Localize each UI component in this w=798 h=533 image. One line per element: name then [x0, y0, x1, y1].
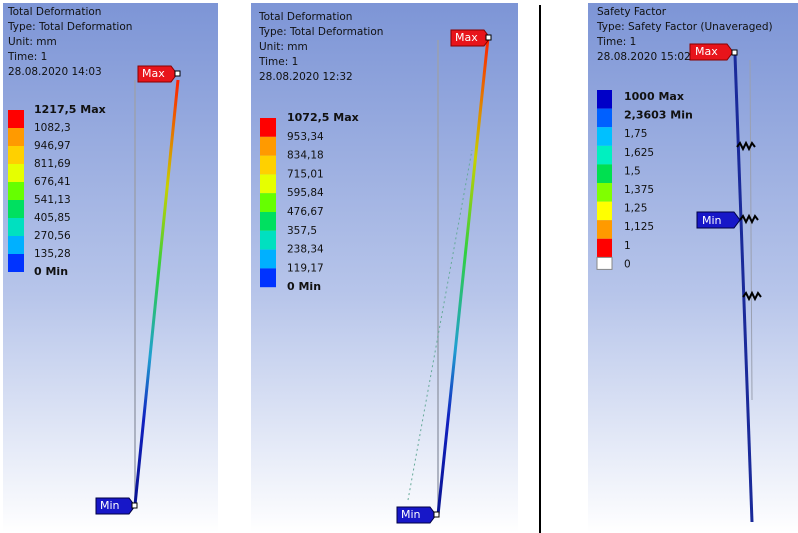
header-line: Type: Total Deformation — [258, 26, 383, 38]
legend-label: 715,01 — [287, 168, 324, 180]
legend-swatch — [260, 250, 276, 269]
legend-label: 476,67 — [287, 206, 324, 218]
legend-label: 0 Min — [34, 265, 68, 278]
legend-swatch — [8, 128, 24, 146]
legend-swatch — [597, 127, 612, 146]
legend-label: 541,13 — [34, 194, 71, 206]
legend-swatch — [597, 220, 612, 239]
legend-label: 135,28 — [34, 248, 71, 260]
legend-label: 1072,5 Max — [287, 111, 359, 124]
legend-label: 2,3603 Min — [624, 109, 693, 122]
legend-label: 1082,3 — [34, 122, 71, 134]
max-label: Max — [695, 45, 718, 58]
header-line: Type: Safety Factor (Unaveraged) — [596, 21, 773, 33]
legend-swatch — [597, 164, 612, 183]
min-tag: Min — [697, 212, 740, 228]
header-line: Time: 1 — [258, 56, 298, 68]
page: Max Min Max Min Max Min Total Deformatio… — [0, 0, 798, 533]
legend-swatch — [597, 109, 612, 128]
legend-label: 1 — [624, 240, 631, 252]
screenshot: Max Min Max Min Max Min Total Deformatio… — [0, 0, 798, 533]
legend-swatch — [8, 254, 24, 272]
panel-bg — [588, 3, 798, 533]
max-tag: Max — [451, 30, 491, 46]
legend-swatch — [260, 156, 276, 175]
legend-label: 1,125 — [624, 221, 654, 233]
min-label: Min — [401, 508, 421, 521]
min-tag: Min — [96, 498, 137, 514]
legend-swatch — [8, 200, 24, 218]
legend-swatch — [260, 174, 276, 193]
legend-label: 953,34 — [287, 131, 324, 143]
legend-swatch — [260, 137, 276, 156]
legend-label: 595,84 — [287, 187, 324, 199]
legend-label: 1,5 — [624, 165, 641, 177]
header-line: Unit: mm — [259, 41, 308, 53]
legend-label: 1,375 — [624, 184, 654, 196]
legend-label: 0 — [624, 258, 631, 270]
legend-swatch — [8, 146, 24, 164]
legend-swatch — [597, 146, 612, 165]
legend-swatch — [8, 164, 24, 182]
legend-label: 834,18 — [287, 150, 324, 162]
legend-label: 946,97 — [34, 140, 71, 152]
legend-label: 119,17 — [287, 262, 324, 274]
legend-swatch — [597, 239, 612, 258]
legend-swatch — [260, 231, 276, 250]
header-line: Unit: mm — [8, 36, 57, 48]
min-label: Min — [702, 214, 722, 227]
header-line: Total Deformation — [7, 6, 101, 18]
legend-swatch — [597, 202, 612, 221]
header-line: 28.08.2020 12:32 — [259, 71, 353, 83]
header-line: 28.08.2020 14:03 — [8, 66, 102, 78]
legend-label: 270,56 — [34, 230, 71, 242]
max-label: Max — [455, 31, 478, 44]
header-line: 28.08.2020 15:02 — [597, 51, 691, 63]
legend-swatch — [8, 236, 24, 254]
legend-label: 0 Min — [287, 280, 321, 293]
header-line: Time: 1 — [596, 36, 636, 48]
legend-label: 1,75 — [624, 128, 647, 140]
legend-swatch — [8, 218, 24, 236]
header-line: Total Deformation — [258, 11, 352, 23]
legend-label: 238,34 — [287, 244, 324, 256]
legend-label: 1000 Max — [624, 90, 684, 103]
legend-label: 811,69 — [34, 158, 71, 170]
legend-label: 676,41 — [34, 176, 71, 188]
legend-swatch — [260, 193, 276, 212]
legend-label: 1,625 — [624, 147, 654, 159]
header-line: Type: Total Deformation — [7, 21, 132, 33]
legend-swatch — [8, 182, 24, 200]
legend-label: 357,5 — [287, 225, 317, 237]
legend-label: 1217,5 Max — [34, 103, 106, 116]
legend-swatch — [597, 257, 612, 269]
legend-swatch — [260, 118, 276, 137]
legend-label: 405,85 — [34, 212, 71, 224]
legend-swatch — [8, 110, 24, 128]
legend-swatch — [597, 183, 612, 202]
legend-swatch — [260, 212, 276, 231]
legend-swatch — [260, 268, 276, 287]
header-line: Time: 1 — [7, 51, 47, 63]
legend-label: 1,25 — [624, 203, 647, 215]
legend-swatch — [597, 90, 612, 109]
max-label: Max — [142, 67, 165, 80]
min-label: Min — [100, 499, 120, 512]
header-line: Safety Factor — [597, 6, 667, 18]
